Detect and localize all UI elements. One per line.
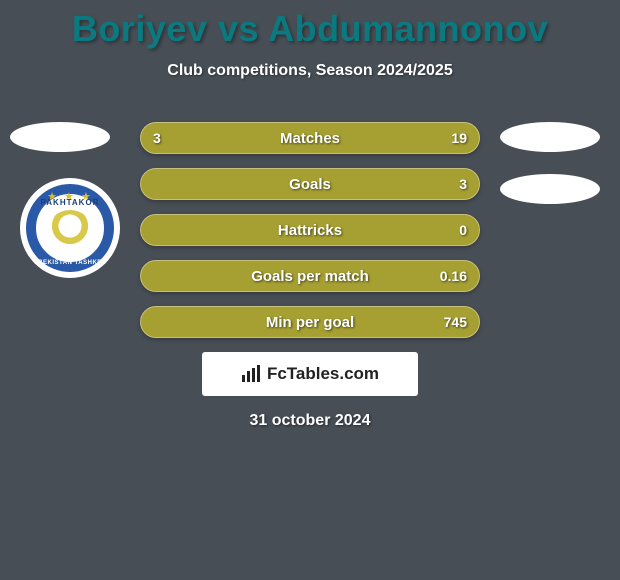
fctables-logo: FcTables.com <box>202 352 418 396</box>
logo-text: FcTables.com <box>267 364 379 384</box>
stat-label: Hattricks <box>278 222 342 239</box>
bar-chart-icon <box>241 365 263 383</box>
date-text: 31 october 2024 <box>0 412 620 430</box>
stat-row: Hattricks 0 <box>140 214 480 246</box>
stat-right-value: 3 <box>459 176 467 192</box>
stat-label: Matches <box>280 130 340 147</box>
subtitle: Club competitions, Season 2024/2025 <box>0 62 620 80</box>
badge-text-top: PAKHTAKOR <box>20 198 120 207</box>
club-badge: ★ ★ ★ PAKHTAKOR UZBEKISTAN TASHKENT <box>20 178 120 278</box>
stat-row: Goals per match 0.16 <box>140 260 480 292</box>
stat-right-value: 19 <box>451 130 467 146</box>
stat-left-value: 3 <box>153 130 161 146</box>
stat-row: 3 Matches 19 <box>140 122 480 154</box>
stat-row: Min per goal 745 <box>140 306 480 338</box>
avatar-placeholder-left <box>10 122 110 152</box>
avatar-placeholder-right-2 <box>500 174 600 204</box>
stat-row: Goals 3 <box>140 168 480 200</box>
avatar-placeholder-right-1 <box>500 122 600 152</box>
stats-container: 3 Matches 19 Goals 3 Hattricks 0 Goals p… <box>140 122 480 352</box>
stat-right-value: 745 <box>444 314 467 330</box>
stat-label: Goals per match <box>251 268 369 285</box>
badge-emblem-icon <box>48 210 92 250</box>
badge-text-bottom: UZBEKISTAN TASHKENT <box>20 260 120 266</box>
stat-label: Min per goal <box>266 314 354 331</box>
stat-right-value: 0 <box>459 222 467 238</box>
stat-right-value: 0.16 <box>440 268 467 284</box>
page-title: Boriyev vs Abdumannonov <box>0 0 620 50</box>
stat-label: Goals <box>289 176 331 193</box>
